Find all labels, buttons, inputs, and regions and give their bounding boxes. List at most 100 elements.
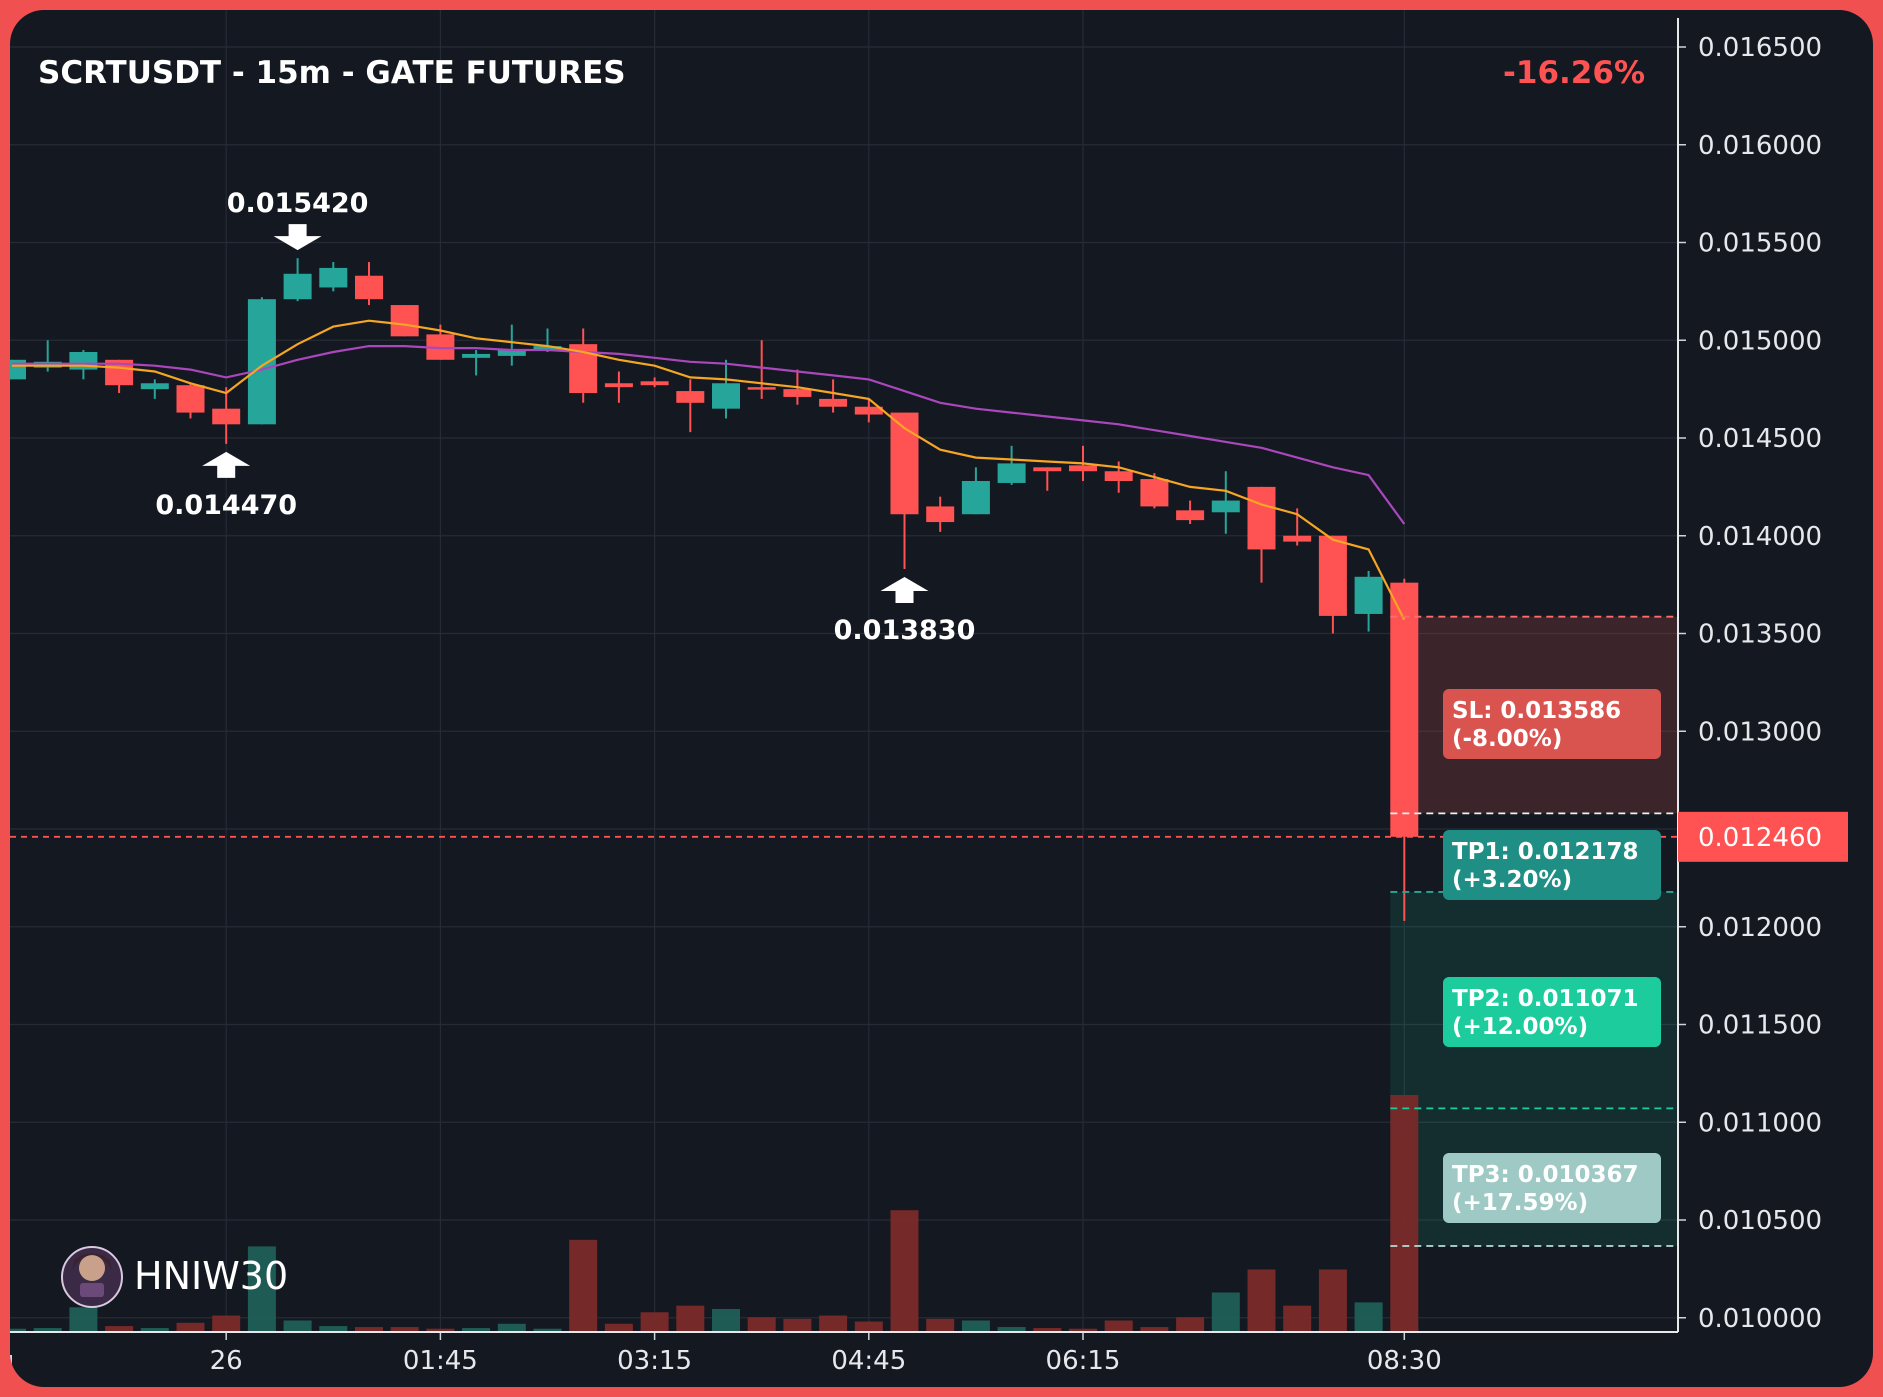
volume-bar — [819, 1315, 848, 1332]
y-tick-label: 0.010000 — [1698, 1304, 1822, 1334]
volume-bar — [212, 1315, 241, 1332]
chart-title: SCRTUSDT - 15m - GATE FUTURES — [38, 55, 626, 91]
candle-body — [1033, 467, 1062, 472]
change-percent: -16.26% — [1503, 55, 1645, 91]
y-tick-label: 0.014000 — [1698, 522, 1822, 552]
volume-bar — [890, 1210, 919, 1332]
candle — [140, 379, 169, 399]
tp3-percent-label: (+17.59%) — [1452, 1190, 1588, 1216]
volume-bar — [640, 1312, 669, 1332]
candle-body — [1390, 582, 1419, 837]
candle — [819, 379, 848, 413]
candle-body — [1069, 465, 1097, 472]
tp2-box — [1443, 977, 1661, 1047]
candle — [176, 383, 205, 419]
candle — [854, 398, 883, 423]
tp3-box — [1443, 1153, 1661, 1223]
candle — [247, 297, 276, 425]
candles — [10, 258, 1419, 921]
candle — [390, 305, 419, 337]
candle-body — [819, 398, 848, 407]
annotation-label: 0.015420 — [227, 188, 369, 219]
current-price-tag — [1678, 811, 1848, 862]
price-annotation: 0.014470 — [155, 451, 297, 521]
candle-body — [676, 391, 705, 403]
ema-slow-line — [12, 345, 1406, 525]
tp2-price-label: TP2: 0.011071 — [1452, 986, 1639, 1012]
volume-bar — [1033, 1328, 1062, 1332]
volume-bar — [569, 1239, 598, 1332]
annotation-label: 0.014470 — [155, 490, 297, 521]
volume-bar — [676, 1305, 705, 1332]
candle — [747, 340, 776, 399]
volume-bar — [140, 1328, 169, 1332]
candle — [1247, 486, 1276, 583]
price-axis: 0.016500 0.016000 0.015500 0.015000 0.014500… — [1677, 18, 1848, 1334]
candle-body — [747, 387, 776, 390]
x-tick-label: 08:30 — [1367, 1346, 1442, 1376]
volume-bar — [1283, 1305, 1312, 1332]
volume-bar — [1247, 1269, 1276, 1332]
candle — [33, 340, 62, 372]
candle — [961, 467, 990, 515]
candle — [1140, 473, 1169, 509]
volume-bar — [1140, 1327, 1169, 1332]
y-tick-label: 0.016500 — [1698, 33, 1822, 63]
candle — [1318, 535, 1347, 634]
candle-body — [854, 406, 883, 415]
volume-bar — [961, 1320, 990, 1332]
candle — [890, 412, 919, 569]
y-tick-label: 0.015000 — [1698, 326, 1822, 356]
candle — [462, 350, 491, 376]
volume-bar — [712, 1308, 740, 1332]
candle-body — [533, 346, 562, 351]
chart-frame: 0.015420 0.014470 0.013830 0.016500 0.01600… — [10, 10, 1873, 1387]
candle — [712, 359, 740, 419]
y-tick-label: 0.013500 — [1698, 620, 1822, 650]
candle-body — [247, 299, 276, 425]
y-tick-label: 0.015500 — [1698, 229, 1822, 259]
y-tick-label: 0.010500 — [1698, 1206, 1822, 1236]
volume-bar — [355, 1327, 383, 1332]
volume-bar — [10, 1328, 26, 1332]
tp2-label-box: TP2: 0.011071(+12.00%) — [1443, 977, 1661, 1047]
candle — [1033, 467, 1062, 491]
watermark: HNIW30 — [61, 1246, 288, 1308]
volume-bar — [176, 1322, 205, 1332]
sl-price-label: SL: 0.013586 — [1452, 698, 1621, 724]
y-tick-label: 0.011500 — [1698, 1011, 1822, 1041]
volume-bar — [319, 1326, 348, 1332]
candle — [676, 379, 705, 433]
y-tick-label: 0.013000 — [1698, 717, 1822, 747]
candle — [1354, 570, 1383, 632]
candle-body — [926, 506, 955, 523]
volume-bar — [33, 1328, 62, 1332]
candle-body — [1140, 479, 1169, 507]
volume-bar — [462, 1328, 491, 1332]
candle-body — [1318, 535, 1347, 616]
candle-body — [1211, 500, 1240, 513]
candle-body — [283, 273, 312, 300]
volume-bar — [747, 1317, 776, 1332]
arrow-up-icon — [880, 576, 929, 603]
candle-body — [783, 389, 812, 397]
sl-percent-label: (-8.00%) — [1452, 726, 1562, 752]
volume-bar — [997, 1327, 1026, 1332]
candle-body — [1354, 576, 1383, 614]
candle — [1390, 578, 1419, 921]
candle-body — [355, 275, 383, 300]
candle-body — [390, 305, 419, 337]
candle — [319, 262, 348, 292]
candle — [283, 258, 312, 302]
candlestick-chart[interactable]: 0.015420 0.014470 0.013830 0.016500 0.01600… — [10, 10, 1873, 1387]
volume-bar — [1354, 1302, 1383, 1332]
volume-bar — [604, 1323, 633, 1332]
x-tick-label: 06:15 — [1046, 1346, 1121, 1376]
time-axis: ug 26 01:45 03:15 04:45 06:15 08:30 — [10, 1331, 1678, 1376]
tp1-price-label: TP1: 0.012178 — [1452, 839, 1639, 865]
candle-body — [961, 481, 990, 515]
volume-bar — [69, 1307, 98, 1332]
volume-bar — [854, 1321, 883, 1332]
volume-bar — [1069, 1328, 1097, 1332]
candle-body — [1176, 510, 1205, 521]
